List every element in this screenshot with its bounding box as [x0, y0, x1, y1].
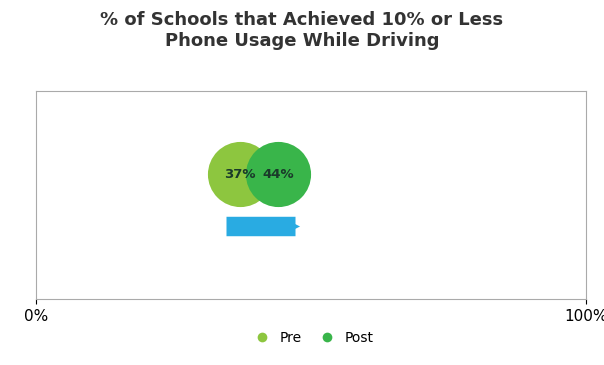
Point: [235, 172, 245, 177]
Text: % of Schools that Achieved 10% or Less
Phone Usage While Driving: % of Schools that Achieved 10% or Less P…: [100, 11, 504, 50]
Text: 37%: 37%: [224, 168, 255, 181]
Legend: Pre, Post: Pre, Post: [242, 326, 380, 351]
Text: 44%: 44%: [262, 168, 294, 181]
Point: [273, 172, 283, 177]
